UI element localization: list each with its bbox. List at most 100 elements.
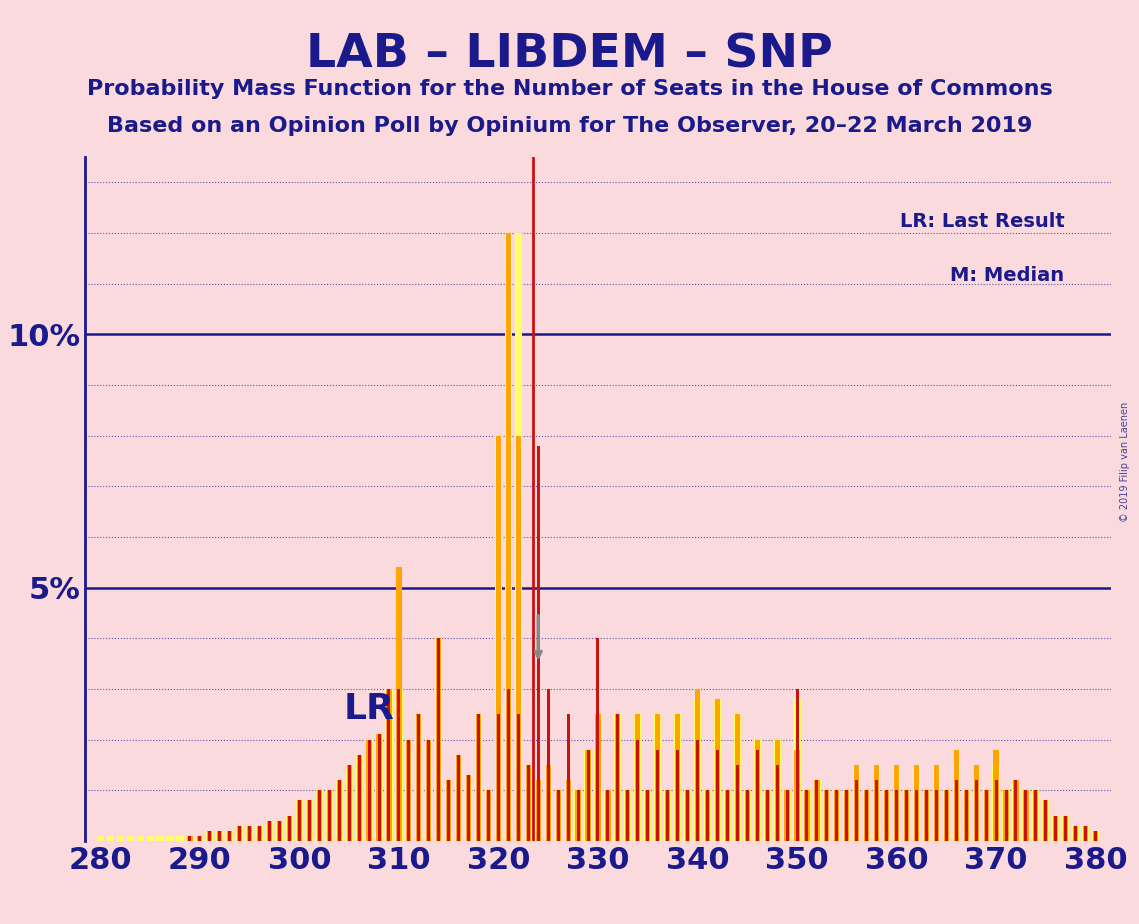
Bar: [794, 699, 801, 841]
Bar: [984, 790, 989, 841]
Bar: [805, 790, 809, 841]
Bar: [327, 790, 331, 841]
Bar: [227, 831, 232, 841]
Bar: [236, 826, 244, 841]
Bar: [933, 765, 940, 841]
Bar: [398, 689, 401, 841]
Bar: [724, 790, 730, 841]
Bar: [187, 836, 194, 841]
Bar: [557, 790, 559, 841]
Bar: [784, 790, 790, 841]
Bar: [526, 765, 531, 841]
Bar: [845, 790, 849, 841]
Bar: [408, 739, 410, 841]
Bar: [387, 689, 391, 841]
Bar: [494, 435, 502, 841]
Bar: [825, 790, 829, 841]
Bar: [367, 739, 371, 841]
Bar: [1054, 816, 1058, 841]
Bar: [735, 714, 740, 841]
Bar: [456, 755, 462, 841]
Bar: [923, 790, 929, 841]
Bar: [834, 790, 841, 841]
Bar: [216, 831, 223, 841]
Bar: [826, 790, 828, 841]
Bar: [407, 739, 411, 841]
Bar: [156, 836, 164, 841]
Bar: [366, 739, 372, 841]
Bar: [546, 765, 551, 841]
Bar: [206, 831, 213, 841]
Bar: [584, 749, 591, 841]
Bar: [883, 790, 891, 841]
Bar: [674, 714, 681, 841]
Bar: [903, 790, 910, 841]
Bar: [953, 749, 959, 841]
Bar: [305, 800, 313, 841]
Bar: [1083, 826, 1088, 841]
Bar: [924, 790, 929, 841]
Bar: [287, 816, 292, 841]
Bar: [655, 714, 661, 841]
Bar: [1024, 790, 1027, 841]
Bar: [776, 765, 779, 841]
Bar: [288, 816, 290, 841]
Bar: [296, 800, 303, 841]
Bar: [723, 790, 731, 841]
Bar: [376, 735, 383, 841]
Bar: [116, 836, 124, 841]
Bar: [416, 714, 423, 841]
Bar: [704, 790, 711, 841]
Bar: [605, 790, 611, 841]
Bar: [823, 790, 830, 841]
Bar: [606, 790, 609, 841]
Bar: [952, 765, 960, 841]
Bar: [286, 816, 293, 841]
Bar: [1063, 816, 1070, 841]
Bar: [347, 765, 351, 841]
Bar: [517, 714, 519, 841]
Bar: [137, 836, 144, 841]
Bar: [535, 780, 541, 841]
Bar: [764, 790, 770, 841]
Bar: [107, 836, 114, 841]
Bar: [866, 790, 868, 841]
Bar: [1034, 790, 1038, 841]
Bar: [437, 638, 441, 841]
Bar: [507, 689, 510, 841]
Bar: [436, 638, 441, 841]
Bar: [874, 765, 879, 841]
Bar: [686, 790, 689, 841]
Bar: [515, 233, 522, 841]
Bar: [685, 790, 690, 841]
Bar: [775, 739, 780, 841]
Bar: [385, 689, 393, 841]
Bar: [962, 790, 969, 841]
Bar: [745, 790, 749, 841]
Text: LR: LR: [344, 692, 394, 726]
Bar: [1074, 826, 1077, 841]
Bar: [925, 790, 928, 841]
Bar: [177, 836, 183, 841]
Bar: [816, 780, 819, 841]
Bar: [992, 765, 1000, 841]
Bar: [773, 739, 780, 841]
Bar: [257, 826, 262, 841]
Bar: [935, 790, 937, 841]
Bar: [595, 749, 601, 841]
Bar: [804, 790, 810, 841]
Bar: [445, 780, 452, 841]
Bar: [855, 780, 858, 841]
Bar: [497, 714, 500, 841]
Bar: [843, 790, 851, 841]
Text: © 2019 Filip van Laenen: © 2019 Filip van Laenen: [1120, 402, 1130, 522]
Bar: [318, 790, 321, 841]
Bar: [505, 233, 513, 841]
Bar: [1052, 816, 1059, 841]
Bar: [646, 790, 649, 841]
Bar: [1002, 790, 1009, 841]
Bar: [1042, 800, 1049, 841]
Bar: [425, 739, 433, 841]
Bar: [198, 836, 202, 841]
Bar: [616, 714, 620, 841]
